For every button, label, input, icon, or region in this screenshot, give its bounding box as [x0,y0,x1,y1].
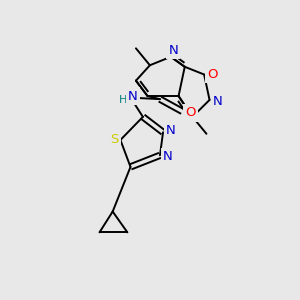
Text: N: N [168,44,178,57]
Text: N: N [128,90,138,103]
Text: N: N [213,95,223,108]
Text: H: H [118,95,127,105]
Text: O: O [207,68,218,81]
Text: N: N [163,150,172,164]
Text: N: N [166,124,176,137]
Text: S: S [110,134,118,146]
Text: O: O [185,106,195,119]
